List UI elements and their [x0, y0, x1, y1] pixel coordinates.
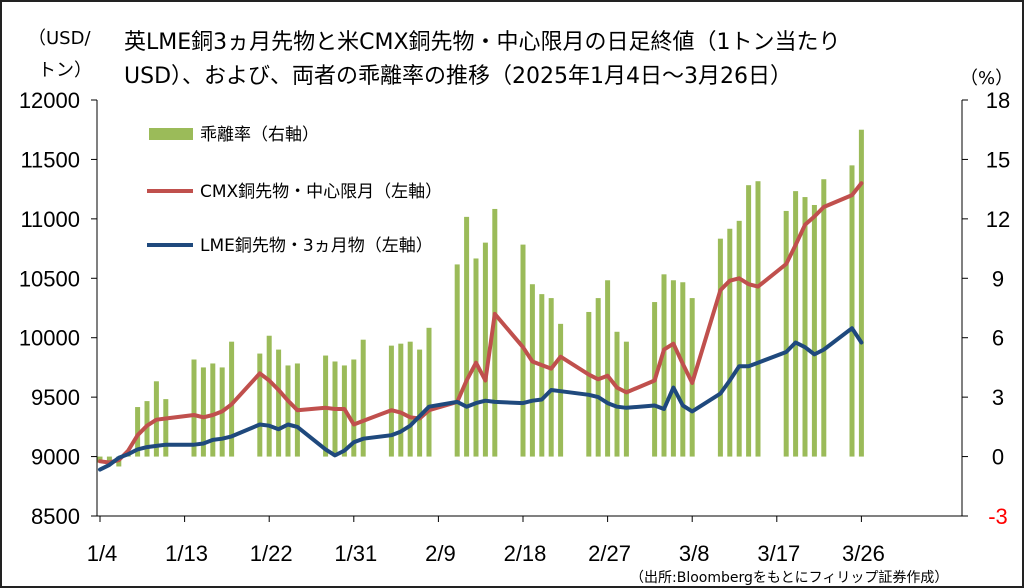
right-tick-label: -3 — [988, 504, 1008, 529]
legend-label-lme: LME銅先物・3ヵ月物（左軸） — [200, 236, 433, 256]
divergence-bar — [811, 204, 817, 457]
divergence-bar — [586, 311, 592, 457]
divergence-bar — [492, 208, 498, 457]
chart-title-line2: USD）、および、両者の乖離率の推移（2025年1月4日～3月26日） — [124, 64, 792, 89]
legend-label-divergence: 乖離率（右軸） — [200, 125, 319, 145]
divergence-bar — [135, 407, 141, 457]
divergence-bar — [482, 242, 488, 457]
legend-swatch-bar — [149, 128, 193, 140]
divergence-bar — [285, 365, 291, 457]
bar-series-divergence — [97, 129, 864, 467]
legend-label-cmx: CMX銅先物・中心限月（左軸） — [200, 182, 442, 202]
x-tick-label: 2/9 — [425, 541, 456, 566]
divergence-bar — [473, 258, 479, 457]
right-tick-label: 0 — [992, 445, 1004, 470]
divergence-bar — [200, 367, 206, 457]
right-tick-label: 18 — [986, 88, 1010, 113]
divergence-bar — [360, 339, 366, 457]
left-axis-label-line1: （USD/ — [28, 28, 91, 49]
right-tick-label: 12 — [986, 207, 1010, 232]
divergence-bar — [821, 179, 827, 457]
divergence-bar — [144, 401, 150, 457]
x-tick-label: 1/13 — [165, 541, 208, 566]
divergence-bar — [670, 280, 676, 457]
divergence-bar — [548, 298, 554, 457]
lme-copper-line — [98, 326, 864, 472]
divergence-bar — [614, 331, 620, 457]
left-tick-label: 12000 — [19, 88, 80, 113]
x-tick-label: 1/22 — [250, 541, 293, 566]
left-tick-label: 8500 — [31, 504, 80, 529]
divergence-bar — [783, 210, 789, 457]
chart-title-line1: 英LME銅3ヵ月先物と米CMX銅先物・中心限月の日足終値（1トン当たり — [124, 30, 841, 55]
x-tick-label: 3/8 — [679, 541, 710, 566]
divergence-bar — [210, 363, 216, 457]
left-tick-label: 10500 — [19, 266, 80, 291]
divergence-bar — [717, 238, 723, 457]
divergence-bar — [858, 129, 864, 457]
axes: 8500 9000 9500 10000 10500 11000 11500 12000 -3 0… — [19, 88, 1010, 566]
x-tick-label: 2/18 — [504, 541, 547, 566]
left-tick-label: 9000 — [31, 445, 80, 470]
divergence-bar — [351, 359, 357, 457]
right-axis-label: （%） — [960, 68, 1014, 89]
divergence-bar — [464, 216, 470, 457]
left-tick-label: 9500 — [31, 385, 80, 410]
left-axis-label-line2: トン） — [38, 60, 92, 81]
divergence-bar — [426, 327, 432, 457]
divergence-bar — [163, 399, 169, 457]
right-tick-label: 3 — [992, 385, 1004, 410]
divergence-bar — [661, 274, 667, 457]
divergence-bar — [849, 165, 855, 457]
divergence-bar — [257, 353, 263, 457]
divergence-bar — [417, 349, 423, 457]
divergence-bar — [623, 341, 629, 457]
x-tick-label: 1/4 — [87, 541, 118, 566]
divergence-bar — [229, 341, 235, 457]
divergence-bar — [276, 349, 282, 457]
left-tick-label: 10000 — [19, 326, 80, 351]
divergence-bar — [793, 191, 799, 457]
divergence-bar — [191, 359, 197, 457]
divergence-bar — [454, 264, 460, 457]
right-tick-label: 9 — [992, 266, 1004, 291]
divergence-bar — [802, 197, 808, 457]
line-series — [98, 181, 864, 472]
divergence-bar — [746, 185, 752, 457]
divergence-bar — [266, 335, 272, 457]
x-tick-label: 1/31 — [334, 541, 377, 566]
legend: 乖離率（右軸） CMX銅先物・中心限月（左軸） LME銅先物・3ヵ月物（左軸） — [147, 125, 442, 256]
x-tick-label: 3/26 — [842, 541, 885, 566]
divergence-bar — [529, 284, 535, 457]
x-tick-label: 2/27 — [588, 541, 631, 566]
divergence-bar — [388, 345, 394, 457]
right-tick-label: 6 — [992, 326, 1004, 351]
source-note: （出所:Bloombergをもとにフィリップ証券作成） — [630, 570, 949, 586]
right-tick-label: 15 — [986, 147, 1010, 172]
cmx-copper-line — [98, 181, 864, 465]
divergence-bar — [539, 294, 545, 457]
divergence-bar — [407, 341, 413, 457]
divergence-bar — [736, 220, 742, 457]
x-tick-label: 3/17 — [757, 541, 800, 566]
divergence-bar — [755, 181, 761, 457]
left-tick-label: 11500 — [20, 147, 80, 172]
divergence-bar — [727, 228, 733, 457]
left-tick-label: 11000 — [20, 207, 80, 232]
divergence-bar — [398, 343, 404, 457]
divergence-bar — [605, 280, 611, 457]
divergence-bar — [680, 282, 686, 457]
